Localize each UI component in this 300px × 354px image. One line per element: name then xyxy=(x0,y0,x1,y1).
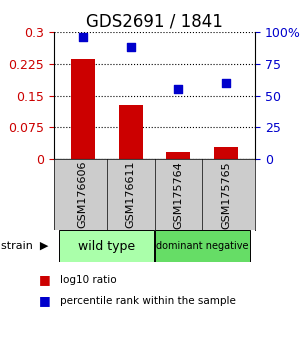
Text: percentile rank within the sample: percentile rank within the sample xyxy=(60,296,236,306)
Bar xyxy=(214,147,238,159)
Point xyxy=(80,34,85,40)
Text: ■: ■ xyxy=(39,295,51,307)
Text: wild type: wild type xyxy=(78,240,135,252)
Text: log10 ratio: log10 ratio xyxy=(60,275,117,285)
Bar xyxy=(154,230,250,262)
Title: GDS2691 / 1841: GDS2691 / 1841 xyxy=(86,12,223,30)
Text: GSM175764: GSM175764 xyxy=(173,161,183,229)
Text: ■: ■ xyxy=(39,273,51,286)
Bar xyxy=(167,152,191,159)
Bar xyxy=(118,105,142,159)
Point xyxy=(176,86,181,92)
Text: GSM176606: GSM176606 xyxy=(78,161,88,228)
Point xyxy=(128,44,133,50)
Text: strain  ▶: strain ▶ xyxy=(1,241,48,251)
Bar xyxy=(59,230,154,262)
Text: GSM176611: GSM176611 xyxy=(126,161,136,228)
Text: dominant negative: dominant negative xyxy=(156,241,249,251)
Text: GSM175765: GSM175765 xyxy=(221,161,231,229)
Bar xyxy=(71,59,95,159)
Point xyxy=(224,80,229,86)
